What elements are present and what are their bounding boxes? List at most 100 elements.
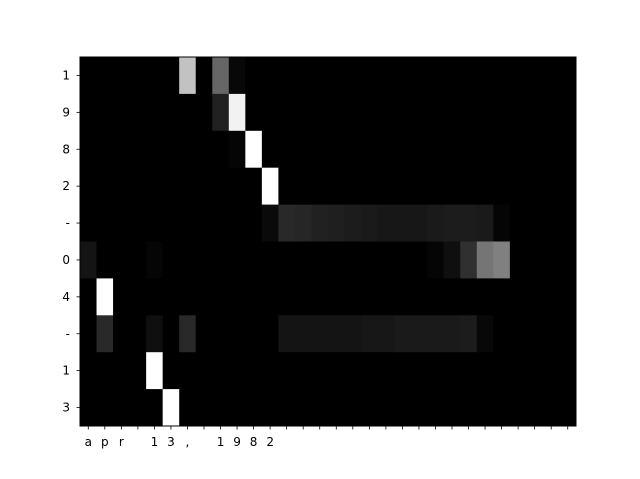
heatmap-cell xyxy=(443,130,461,169)
heatmap-cell xyxy=(162,315,180,353)
heatmap-cell xyxy=(96,204,114,242)
heatmap-cell xyxy=(559,352,577,390)
heatmap-cell xyxy=(278,130,296,169)
heatmap-cell xyxy=(146,389,164,427)
heatmap-cell xyxy=(228,352,246,390)
heatmap-cell xyxy=(460,204,478,242)
heatmap-cell xyxy=(443,278,461,316)
heatmap-cell xyxy=(427,389,445,427)
heatmap-cell xyxy=(96,167,114,206)
heatmap-cell xyxy=(228,130,246,169)
heatmap-cell xyxy=(542,167,560,206)
heatmap-cell xyxy=(476,315,494,353)
heatmap-cell xyxy=(361,315,379,353)
heatmap-cell xyxy=(361,389,379,427)
heatmap-cell xyxy=(129,352,147,390)
heatmap-cell xyxy=(80,389,98,427)
heatmap-cell xyxy=(261,204,279,242)
heatmap-cell xyxy=(278,389,296,427)
heatmap-cell xyxy=(460,315,478,353)
heatmap-cell xyxy=(261,278,279,316)
heatmap-cell xyxy=(129,167,147,206)
heatmap-cell xyxy=(261,352,279,390)
heatmap-cell xyxy=(344,278,362,316)
y-axis: 1 9 8 2 - 0 4 - 1 3 xyxy=(62,68,80,415)
heatmap-cells xyxy=(80,57,577,427)
heatmap-cell xyxy=(179,130,197,169)
heatmap-cell xyxy=(526,167,544,206)
heatmap-cell xyxy=(212,352,230,390)
heatmap-cell xyxy=(294,93,312,132)
heatmap-cell xyxy=(311,315,329,353)
heatmap-cell xyxy=(493,93,511,132)
heatmap-cell xyxy=(294,57,312,95)
heatmap-cell xyxy=(410,167,428,206)
heatmap-cell xyxy=(476,389,494,427)
heatmap-cell xyxy=(377,315,395,353)
heatmap-cell xyxy=(344,315,362,353)
heatmap-cell xyxy=(559,241,577,279)
heatmap-cell xyxy=(460,167,478,206)
heatmap-cell xyxy=(294,167,312,206)
heatmap-cell xyxy=(80,93,98,132)
heatmap-cell xyxy=(113,389,131,427)
heatmap-cell xyxy=(493,167,511,206)
heatmap-cell xyxy=(80,278,98,316)
heatmap-cell xyxy=(493,241,511,279)
heatmap-cell xyxy=(245,278,263,316)
heatmap-cell xyxy=(96,389,114,427)
heatmap-cell xyxy=(162,167,180,206)
heatmap-cell xyxy=(311,352,329,390)
y-tick-label: 2 xyxy=(62,179,70,193)
heatmap-cell xyxy=(443,315,461,353)
heatmap-cell xyxy=(509,57,527,95)
heatmap-cell xyxy=(228,93,246,132)
heatmap-cell xyxy=(509,352,527,390)
y-tick-label: - xyxy=(66,216,70,230)
heatmap-cell xyxy=(328,389,346,427)
heatmap-cell xyxy=(129,57,147,95)
heatmap-cell xyxy=(113,93,131,132)
heatmap-cell xyxy=(410,352,428,390)
heatmap-cell xyxy=(509,167,527,206)
heatmap-cell xyxy=(377,352,395,390)
heatmap-cell xyxy=(443,57,461,95)
heatmap-cell xyxy=(509,278,527,316)
heatmap-cell xyxy=(179,204,197,242)
heatmap-cell xyxy=(80,167,98,206)
heatmap-cell xyxy=(245,315,263,353)
heatmap-cell xyxy=(509,389,527,427)
heatmap-cell xyxy=(559,130,577,169)
heatmap-cell xyxy=(493,204,511,242)
heatmap-cell xyxy=(427,57,445,95)
heatmap-cell xyxy=(179,167,197,206)
heatmap-cell xyxy=(245,93,263,132)
heatmap-cell xyxy=(146,352,164,390)
heatmap-cell xyxy=(460,57,478,95)
heatmap-cell xyxy=(129,130,147,169)
heatmap-cell xyxy=(427,315,445,353)
heatmap-cell xyxy=(427,167,445,206)
heatmap-cell xyxy=(559,278,577,316)
heatmap-cell xyxy=(261,167,279,206)
heatmap-cell xyxy=(278,352,296,390)
heatmap-cell xyxy=(228,241,246,279)
heatmap-cell xyxy=(212,204,230,242)
heatmap-cell xyxy=(361,130,379,169)
heatmap-cell xyxy=(377,57,395,95)
heatmap-cell xyxy=(394,352,412,390)
x-tick-label: 1 xyxy=(151,435,159,449)
x-tick-label: , xyxy=(186,435,190,449)
heatmap-cell xyxy=(410,241,428,279)
heatmap-cell xyxy=(394,389,412,427)
heatmap-cell xyxy=(179,315,197,353)
heatmap-cell xyxy=(113,241,131,279)
y-tick-label: 3 xyxy=(62,401,70,415)
heatmap-cell xyxy=(526,130,544,169)
heatmap-cell xyxy=(344,130,362,169)
heatmap-cell xyxy=(311,167,329,206)
heatmap-cell xyxy=(80,130,98,169)
heatmap-cell xyxy=(344,204,362,242)
heatmap-cell xyxy=(278,315,296,353)
